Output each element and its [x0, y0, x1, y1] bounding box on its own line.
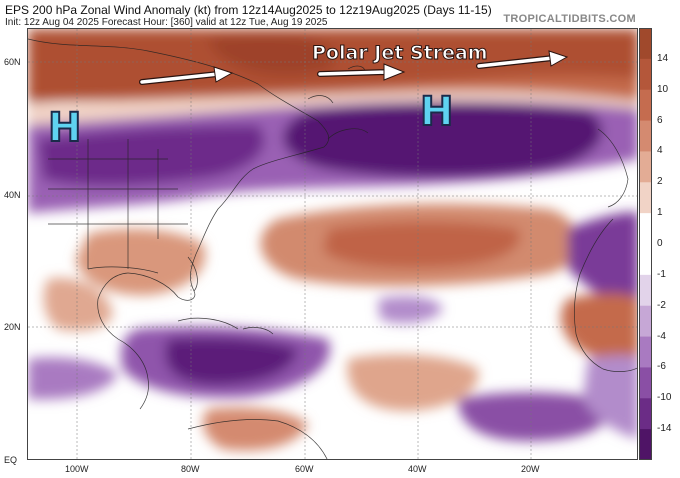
colorbar-swatch	[639, 58, 652, 91]
colorbar-swatch	[639, 28, 652, 60]
map-panel	[27, 28, 638, 460]
colorbar-tick-label: 2	[657, 176, 663, 188]
lon-label-100w: 100W	[65, 464, 89, 474]
colorbar-swatches	[639, 28, 652, 460]
jet-arrow-icon	[139, 66, 234, 85]
lat-label-60n: 60N	[4, 57, 21, 67]
high-pressure-label-atlantic: H	[419, 89, 455, 135]
colorbar	[639, 28, 652, 460]
colorbar-swatch	[639, 336, 652, 368]
colorbar-tick-label: 0	[657, 238, 663, 249]
colorbar-swatch	[639, 89, 652, 122]
colorbar-tick-label: 1	[657, 207, 663, 219]
colorbar-tick-label: -10	[657, 392, 672, 404]
lat-label-20n: 20N	[4, 322, 21, 332]
colorbar-tick-label: 14	[657, 52, 669, 64]
high-pressure-label-west: H	[47, 105, 83, 151]
colorbar-swatch	[639, 398, 652, 430]
colorbar-swatch	[639, 274, 652, 307]
colorbar-tick-label: -4	[657, 330, 666, 342]
colorbar-swatch	[639, 213, 652, 245]
lat-label-eq: EQ	[4, 455, 18, 465]
anomaly-field	[28, 29, 637, 459]
jet-stream-label: Polar Jet Stream	[312, 42, 489, 65]
colorbar-swatch	[639, 429, 652, 460]
jet-arrow-icon	[476, 50, 569, 69]
colorbar-tick-label: 6	[657, 114, 663, 126]
lon-label-40w: 40W	[408, 464, 427, 474]
lat-label-40n: 40N	[4, 190, 21, 200]
colorbar-swatch	[639, 151, 652, 183]
colorbar-swatch	[639, 120, 652, 152]
colorbar-border	[639, 28, 652, 460]
colorbar-tick-label: 10	[657, 83, 669, 95]
lon-label-60w: 60W	[295, 464, 314, 474]
map-subtitle: Init: 12z Aug 04 2025 Forecast Hour: [36…	[5, 17, 328, 28]
colorbar-swatch	[639, 182, 652, 214]
colorbar-swatch	[639, 305, 652, 338]
colorbar-tick-label: 4	[657, 145, 663, 157]
brand-watermark: TROPICALTIDBITS.COM	[503, 13, 636, 25]
lon-label-80w: 80W	[181, 464, 200, 474]
colorbar-tick-label: -6	[657, 361, 666, 373]
map-title: EPS 200 hPa Zonal Wind Anomaly (kt) from…	[5, 3, 492, 17]
colorbar-swatch	[639, 244, 652, 276]
jet-arrow-icon	[317, 63, 406, 81]
colorbar-swatch	[639, 367, 652, 399]
colorbar-tick-label: -14	[657, 423, 672, 435]
colorbar-tick-label: -2	[657, 299, 666, 311]
colorbar-tick-label: -1	[657, 268, 666, 280]
lon-label-20w: 20W	[521, 464, 540, 474]
